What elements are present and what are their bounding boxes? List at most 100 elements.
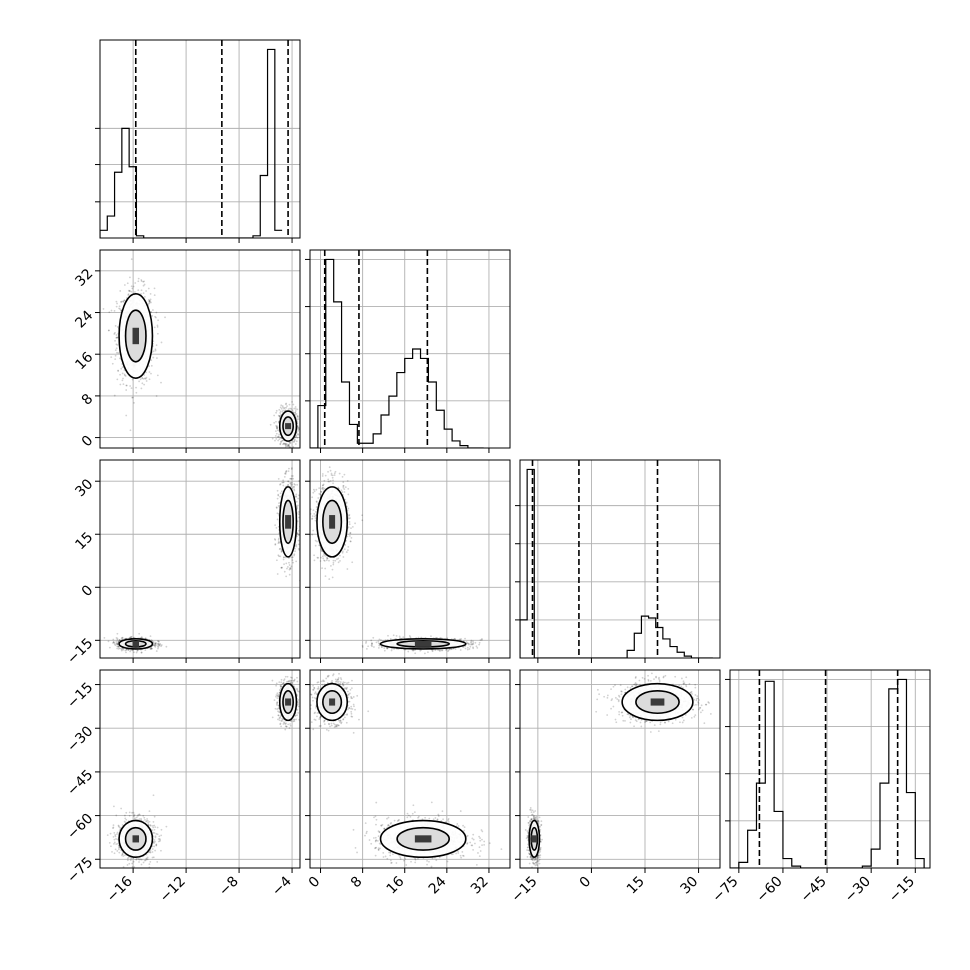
scatter-point: [290, 556, 293, 559]
scatter-point: [116, 643, 119, 646]
scatter-point: [140, 289, 143, 292]
scatter-point: [103, 637, 106, 639]
scatter-point: [287, 480, 290, 483]
scatter-point: [140, 651, 143, 654]
scatter-point: [297, 513, 300, 516]
scatter-point: [121, 366, 124, 369]
scatter-point: [115, 642, 118, 645]
scatter-point: [118, 639, 121, 642]
scatter-point: [377, 646, 380, 649]
scatter-point: [129, 385, 132, 387]
scatter-point: [323, 487, 326, 490]
scatter-point: [283, 407, 285, 410]
scatter-point: [454, 638, 456, 640]
scatter-point: [114, 354, 117, 357]
scatter-point: [471, 643, 473, 646]
scatter-point: [296, 415, 299, 418]
scatter-point: [273, 538, 276, 540]
scatter-point: [153, 644, 156, 647]
scatter-point: [280, 490, 283, 493]
scatter-point: [332, 482, 334, 485]
panel-content: [100, 460, 300, 658]
scatter-point: [115, 343, 118, 346]
scatter-point: [116, 639, 119, 641]
scatter-point: [290, 467, 293, 469]
panel-content: [100, 250, 300, 448]
scatter-point: [156, 640, 159, 642]
scatter-point: [160, 644, 163, 646]
scatter-point: [331, 476, 334, 479]
scatter-point: [294, 412, 297, 415]
scatter-point: [282, 556, 285, 559]
scatter-point: [157, 319, 159, 322]
scatter-point: [157, 644, 160, 647]
scatter-point: [160, 341, 163, 344]
scatter-point: [147, 298, 150, 301]
scatter-point: [150, 311, 153, 314]
y-tick-label: 30: [72, 476, 96, 500]
scatter-point: [112, 641, 115, 644]
scatter-point: [342, 484, 345, 487]
scatter-point: [282, 443, 284, 446]
scatter-point: [120, 301, 122, 303]
scatter-point: [156, 326, 159, 328]
panel-frame: [309, 249, 511, 449]
scatter-point: [157, 643, 160, 645]
scatter-point: [286, 443, 288, 446]
density-peak: [132, 327, 140, 345]
scatter-point: [277, 537, 280, 540]
scatter-point: [329, 469, 332, 472]
scatter-point: [134, 282, 137, 284]
scatter-point: [143, 295, 146, 298]
panel-content: [310, 457, 510, 658]
scatter-point: [120, 637, 123, 640]
scatter-point: [114, 349, 117, 352]
scatter-point: [277, 477, 280, 480]
scatter-point: [313, 559, 316, 562]
scatter-point: [375, 641, 378, 644]
scatter-point: [155, 311, 158, 314]
scatter-point: [139, 378, 142, 381]
scatter-point: [277, 494, 280, 497]
scatter-point: [295, 560, 298, 563]
density-peak: [285, 515, 292, 529]
scatter-point: [116, 642, 119, 645]
scatter-point: [120, 649, 123, 652]
scatter-point: [134, 291, 136, 293]
scatter-point: [130, 290, 133, 293]
scatter-point: [137, 277, 140, 280]
scatter-point: [285, 575, 288, 578]
scatter-point: [141, 377, 144, 379]
scatter-point: [341, 457, 343, 459]
scatter-point: [282, 409, 284, 412]
scatter-point: [125, 384, 128, 387]
scatter-point: [289, 567, 291, 570]
scatter-point: [279, 547, 282, 550]
scatter-point: [276, 429, 279, 432]
scatter-point: [277, 538, 280, 541]
scatter-point: [137, 649, 139, 652]
scatter-point: [288, 573, 291, 576]
scatter-point: [113, 309, 116, 312]
scatter-point: [154, 315, 157, 318]
scatter-point: [321, 484, 324, 487]
scatter-point: [322, 484, 324, 487]
scatter-point: [119, 373, 121, 376]
scatter-point: [132, 285, 135, 288]
scatter-point: [297, 430, 300, 432]
scatter-point: [286, 566, 289, 568]
scatter-point: [282, 442, 285, 445]
scatter-point: [155, 644, 157, 647]
scatter-point: [158, 644, 161, 647]
panel-content: [310, 250, 510, 448]
scatter-point: [315, 506, 318, 508]
scatter-point: [147, 302, 150, 305]
scatter-point: [453, 637, 456, 640]
scatter-point: [431, 649, 434, 652]
scatter-point: [466, 642, 469, 645]
scatter-point: [149, 292, 152, 295]
scatter-point: [311, 515, 314, 518]
scatter-point: [131, 396, 134, 399]
scatter-point: [275, 425, 278, 428]
scatter-point: [129, 636, 132, 639]
